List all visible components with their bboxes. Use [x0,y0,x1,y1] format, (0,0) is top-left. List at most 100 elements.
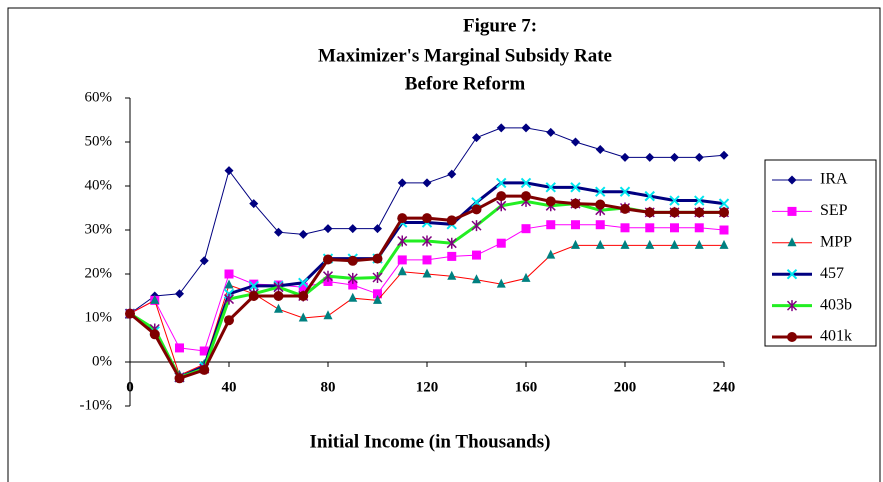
marker [298,229,308,239]
marker [694,207,705,218]
marker [546,249,556,259]
legend-box [764,159,877,347]
marker [298,312,308,322]
marker [595,199,606,210]
marker [446,237,457,249]
marker [670,152,679,162]
marker [249,199,259,209]
marker [472,274,481,284]
marker [224,166,234,176]
marker [620,203,630,214]
marker [521,123,531,133]
marker [546,220,556,230]
marker [719,150,729,160]
marker [323,254,333,265]
marker [348,224,358,234]
legend-label: IRA [820,171,848,188]
marker [397,255,407,265]
marker [570,182,581,193]
marker [446,215,457,226]
marker [323,224,333,234]
x-tick-label: 80 [321,379,336,395]
marker [644,207,655,218]
marker [274,303,283,313]
marker [545,196,556,207]
marker [571,137,580,147]
marker [521,224,531,234]
marker [447,169,457,179]
marker [199,256,209,266]
marker [571,239,580,249]
marker [175,343,184,353]
marker [472,133,481,143]
marker [520,177,532,189]
series-line [129,181,725,380]
marker [694,223,704,233]
marker [174,373,185,384]
marker [620,223,630,233]
marker [348,280,358,290]
y-tick-label: 0% [92,353,112,369]
marker [571,220,580,230]
marker [786,268,798,280]
marker [447,251,457,261]
marker [397,178,407,188]
marker [496,123,506,133]
chart-title: Maximizer's Marginal Subsidy Rate [318,45,612,66]
chart-title: Before Reform [405,73,526,94]
marker [224,279,234,289]
marker [471,220,482,232]
x-tick-label: 160 [515,379,538,395]
x-tick-label: 120 [416,379,439,395]
marker [373,294,382,304]
y-tick-label: 10% [85,309,113,325]
marker [323,310,333,320]
marker [546,127,556,137]
x-axis-label: Initial Income (in Thousands) [310,431,551,452]
marker [199,346,209,356]
marker [496,278,506,288]
marker [787,237,797,247]
marker [199,364,210,375]
marker [149,329,160,340]
series-line [129,244,724,376]
marker [669,195,680,206]
marker [719,207,729,218]
marker [248,280,259,292]
marker [125,308,135,319]
marker [347,272,358,284]
legend-label: 401k [820,328,852,345]
marker [619,186,631,197]
marker [620,239,630,249]
marker [248,291,259,301]
marker [322,270,334,282]
marker [273,281,284,293]
marker [694,239,704,249]
marker [718,198,730,209]
legend-label: SEP [820,202,848,219]
marker [224,269,234,279]
y-tick-label: 20% [85,265,113,281]
y-tick-label: -10% [80,397,113,413]
marker [422,213,432,224]
marker [373,224,382,234]
marker [397,266,407,276]
marker [223,293,235,305]
marker [348,292,358,302]
marker [496,191,507,202]
marker [422,178,432,188]
marker [644,190,655,202]
marker [595,186,606,197]
marker [298,282,308,292]
marker [373,289,382,299]
y-tick-label: 50% [85,133,113,149]
marker [274,227,283,237]
marker [298,291,309,301]
marker [496,177,507,189]
marker [645,152,655,162]
marker [719,239,729,249]
legend-label: 403b [820,296,852,313]
marker [421,235,433,247]
marker [496,238,506,248]
